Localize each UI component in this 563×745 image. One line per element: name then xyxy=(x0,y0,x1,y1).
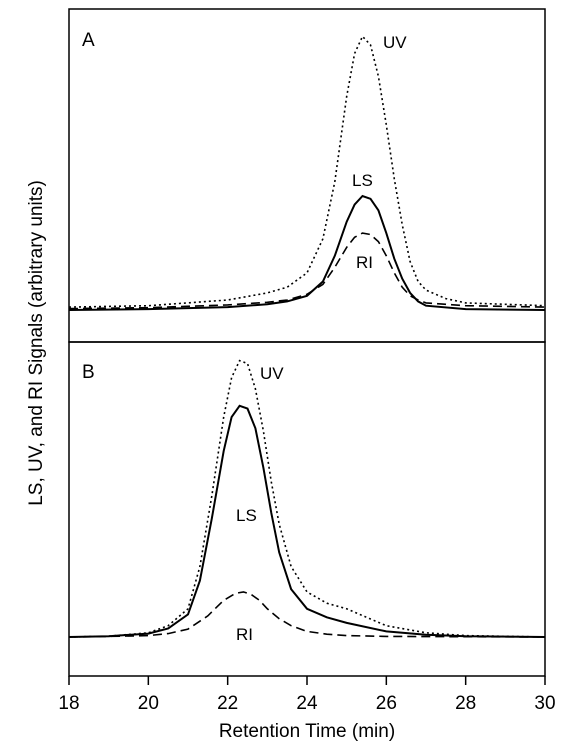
panel-b-frame xyxy=(68,341,546,677)
x-tick-label: 18 xyxy=(58,693,79,714)
panel-a-ri-line xyxy=(68,232,546,310)
panel-a-ri-label: RI xyxy=(356,253,373,272)
panel-a-uv-line xyxy=(68,34,546,308)
x-axis-ticks: 18 20 22 24 26 28 30 xyxy=(58,676,556,714)
panel-b-uv-label: UV xyxy=(260,364,284,383)
x-tick-label: 22 xyxy=(217,693,238,714)
y-axis-title: LS, UV, and RI Signals (arbitrary units) xyxy=(26,180,47,506)
panel-a-curves xyxy=(68,34,546,311)
panel-b-ri-line xyxy=(68,591,546,638)
x-tick-label: 28 xyxy=(455,693,476,714)
panel-b-ls-label: LS xyxy=(236,506,257,525)
panel-a-ls-label: LS xyxy=(352,171,373,190)
panel-a-ls-line xyxy=(68,194,546,311)
x-tick-label: 30 xyxy=(534,693,555,714)
x-tick-label: 24 xyxy=(296,693,318,714)
panel-b-label: B xyxy=(82,362,95,383)
panel-b-ls-line xyxy=(68,404,546,638)
panel-b-uv-line xyxy=(68,359,546,638)
x-tick-label: 20 xyxy=(138,693,159,714)
x-tick-label: 26 xyxy=(376,693,397,714)
panel-b-curves xyxy=(68,359,546,638)
panel-a-label: A xyxy=(82,30,95,51)
panel-a-uv-label: UV xyxy=(383,33,407,52)
x-axis-title: Retention Time (min) xyxy=(219,721,395,742)
panel-b-ri-label: RI xyxy=(236,625,253,644)
panel-a-frame xyxy=(68,8,546,343)
